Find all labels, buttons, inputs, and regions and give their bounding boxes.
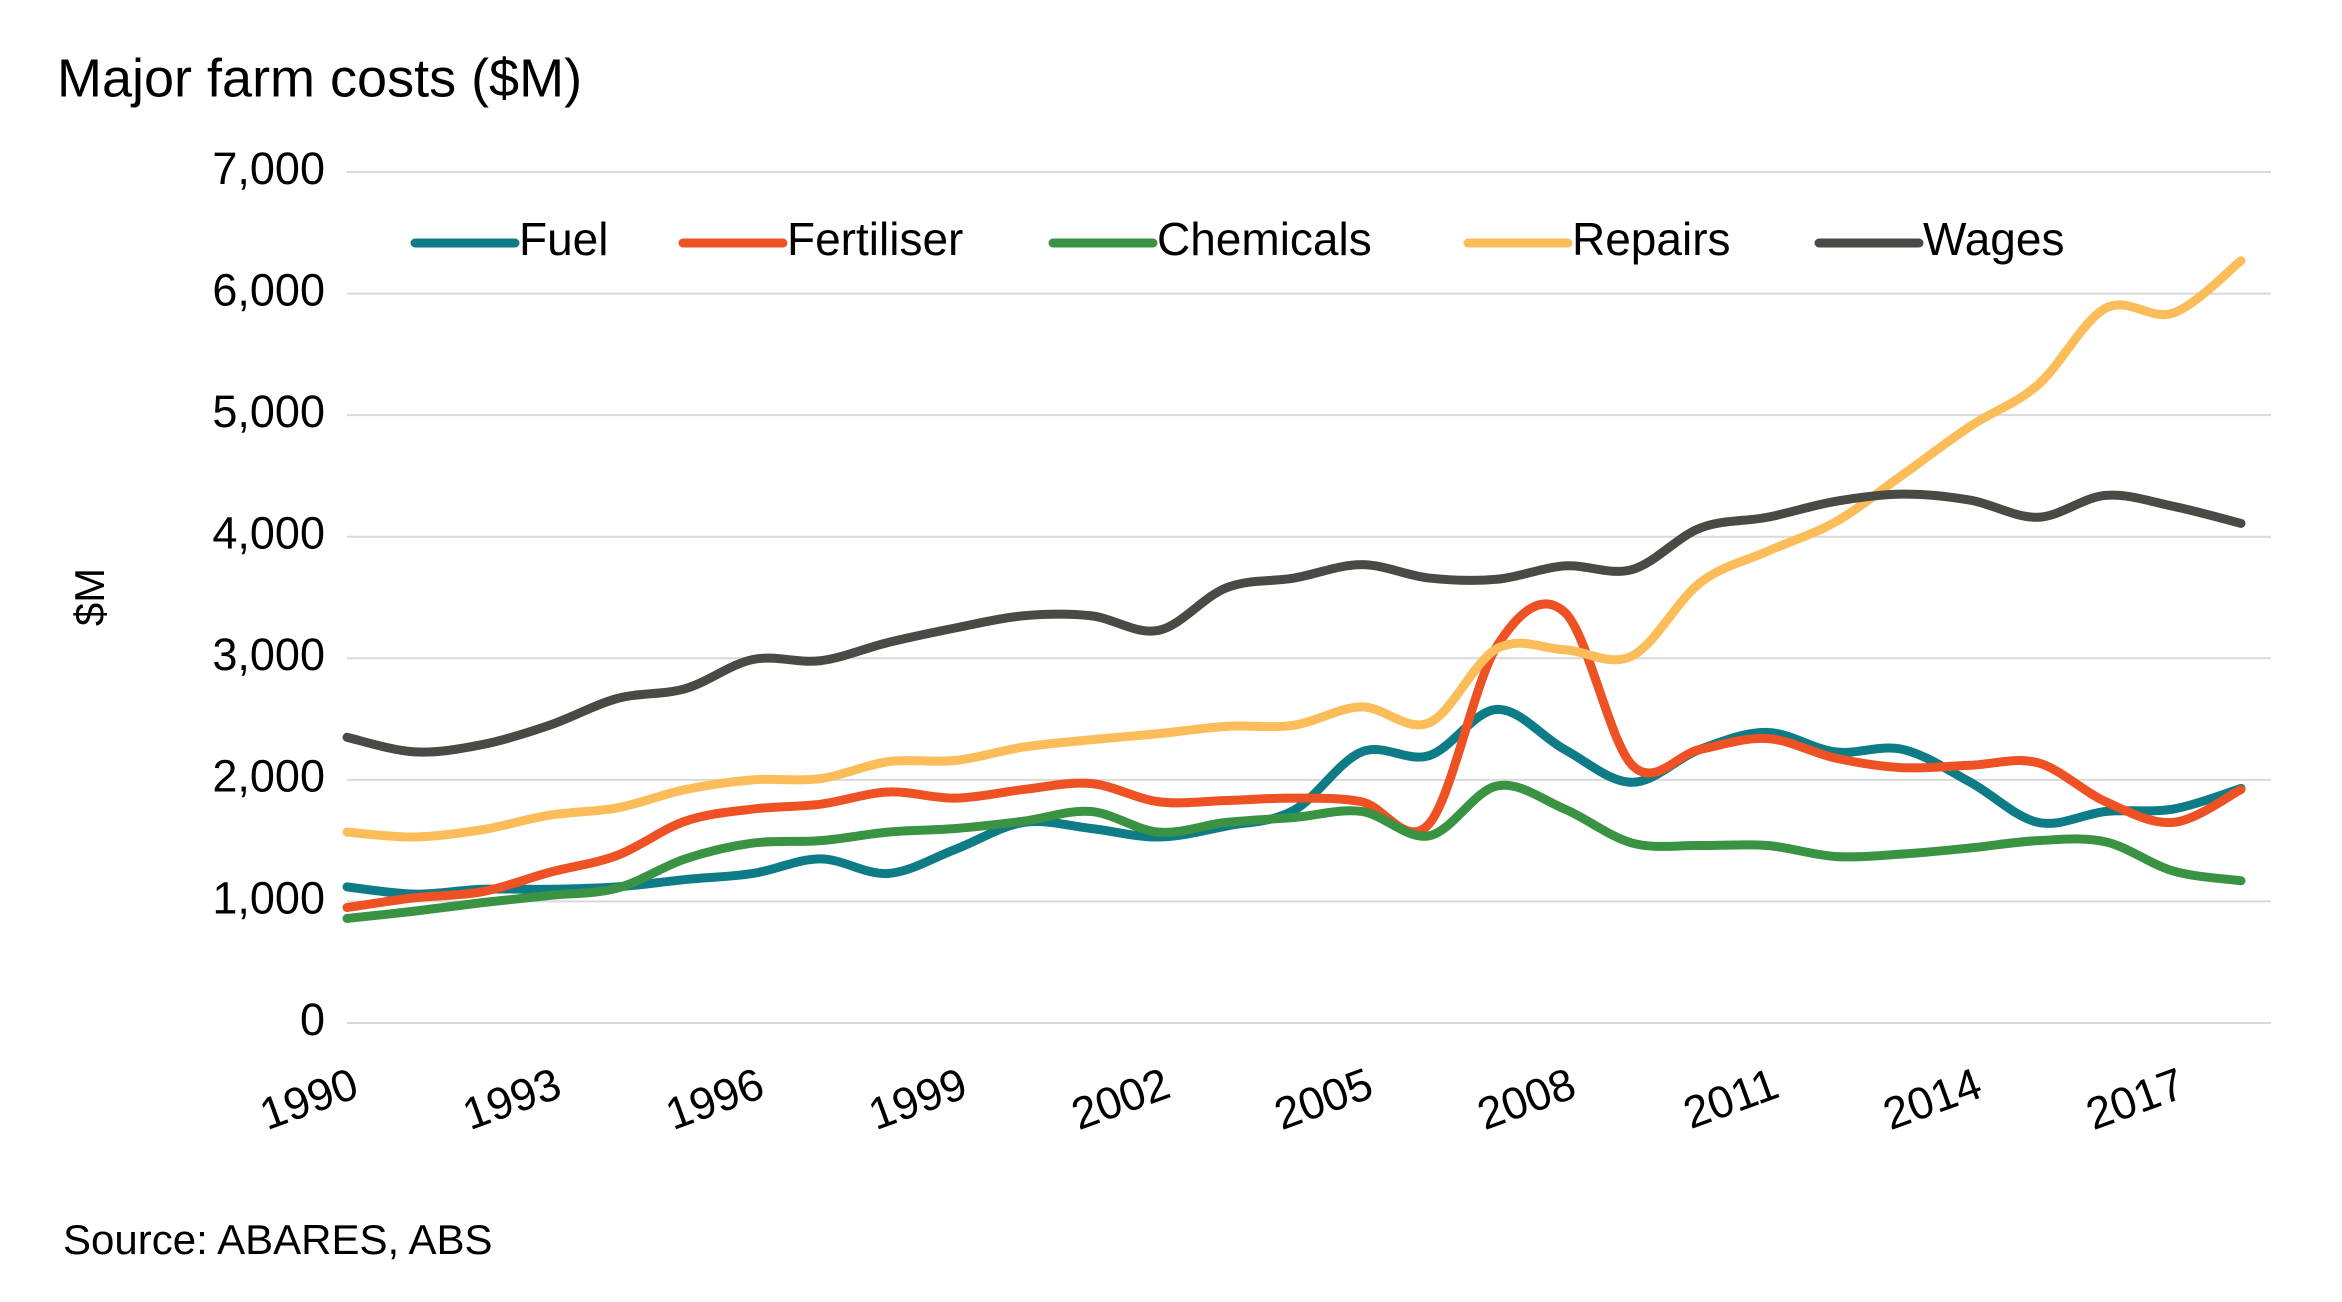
y-tick-label: 2,000 <box>212 751 325 802</box>
series-line <box>342 489 2246 757</box>
chart-title: Major farm costs ($M) <box>57 48 582 108</box>
legend-label: Fuel <box>519 213 608 265</box>
legend-label: Chemicals <box>1157 213 1372 265</box>
y-tick-label: 7,000 <box>212 143 325 194</box>
series-line <box>342 599 2246 913</box>
y-tick-label: 1,000 <box>212 872 325 923</box>
series-line <box>342 704 2246 899</box>
y-tick-label: 0 <box>300 994 325 1045</box>
y-axis-label: $M <box>66 568 113 626</box>
y-tick-label: 3,000 <box>212 629 325 680</box>
source-note: Source: ABARES, ABS <box>63 1216 493 1263</box>
legend-label: Wages <box>1923 213 2064 265</box>
y-tick-label: 4,000 <box>212 508 325 559</box>
legend-label: Repairs <box>1572 213 1731 265</box>
y-tick-label: 6,000 <box>212 264 325 315</box>
y-tick-label: 5,000 <box>212 386 325 437</box>
legend-label: Fertiliser <box>787 213 963 265</box>
series-line <box>342 256 2246 842</box>
series-line <box>342 780 2246 923</box>
